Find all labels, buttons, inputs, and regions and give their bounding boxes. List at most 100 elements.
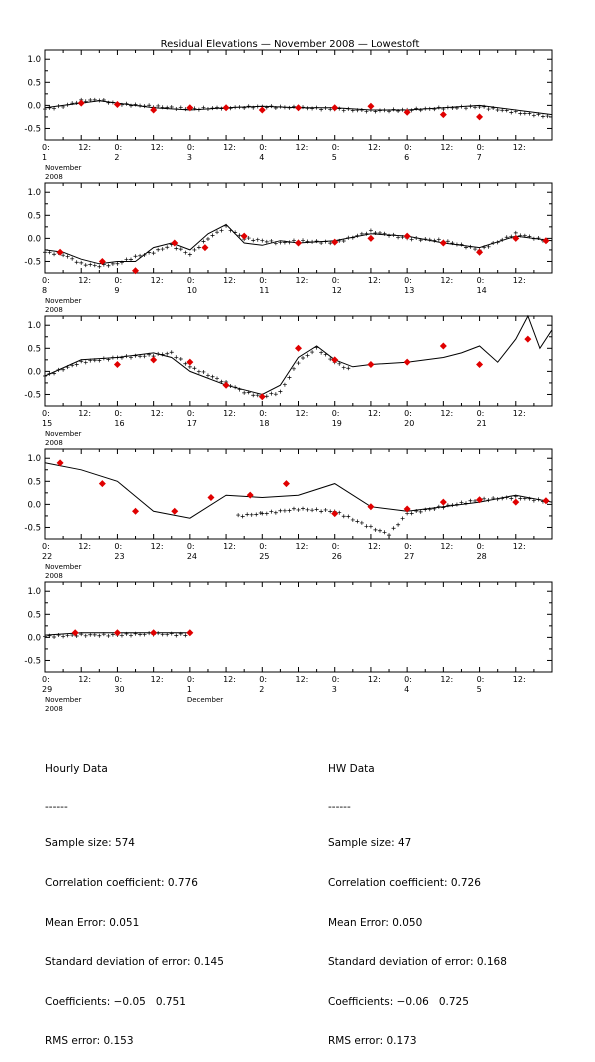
panel-1-observed-point (509, 110, 514, 115)
panel-1-observed-point (454, 106, 459, 111)
panel-1-frame (44, 49, 553, 141)
panel-2-y-tick-label: 1.0 (27, 188, 41, 198)
panel-2-hour-label: 12: (296, 276, 309, 285)
panel-4-observed-point (305, 507, 310, 512)
hw-stats: HW Data ------ Sample size: 47 Correlati… (328, 737, 507, 1062)
panel-3-observed-point (183, 361, 188, 366)
panel-5-hw-marker (71, 629, 79, 637)
panel-3-observed-point (205, 373, 210, 378)
panel-4-hour-label: 0: (332, 542, 340, 551)
panel-1-observed-point (382, 108, 387, 113)
panel-2-observed-point (61, 253, 66, 258)
panel-1-observed-point (341, 108, 346, 113)
panel-5-observed-point (174, 633, 179, 638)
panel-5-hour-label: 0: (404, 675, 412, 684)
panel-4-observed-point (486, 498, 491, 503)
panel-4-observed-point (296, 507, 301, 512)
panel-2-observed-point (396, 235, 401, 240)
panel-5-observed-point (88, 632, 93, 637)
panel-3-observed-point (142, 354, 147, 359)
panel-4-observed-point (382, 530, 387, 535)
panel-4-observed-point (314, 507, 319, 512)
panel-2-observed-point (255, 237, 260, 242)
panel-1-observed-point (215, 105, 220, 110)
panel-3-hour-label: 12: (151, 409, 164, 418)
panel-5-hour-label: 0: (114, 675, 122, 684)
panel-3-observed-point (97, 358, 102, 363)
panel-3-observed-point (106, 357, 111, 362)
panel-2-day-label: 9 (114, 286, 119, 295)
panel-5-month-label: November (45, 696, 82, 704)
panel-2-observed-point (504, 235, 509, 240)
panel-4-observed-point (249, 512, 254, 517)
panel-2-observed-point (382, 231, 387, 236)
panel-1-hour-label: 0: (42, 143, 50, 152)
panel-2-hour-label: 12: (513, 276, 526, 285)
panel-4-observed-point (328, 509, 333, 514)
panel-1-observed-point (463, 106, 468, 111)
panel-3-observed-point (61, 367, 66, 372)
panel-2-observed-point (273, 241, 278, 246)
panel-1-hw-marker (186, 104, 194, 112)
panel-1-observed-point (319, 107, 324, 112)
panel-4-observed-point (319, 509, 324, 514)
panel-1-observed-point (61, 104, 66, 109)
panel-4-observed-point (500, 496, 505, 501)
panel-4-observed-point (531, 498, 536, 503)
panel-1-observed-point (310, 106, 315, 111)
panel-3-observed-point (119, 355, 124, 360)
panel-1-observed-point (52, 106, 57, 111)
panel-2-observed-point (83, 263, 88, 268)
panel-1-hw-marker (113, 100, 121, 108)
panel-4-y-tick-label: 1.0 (27, 454, 41, 464)
panel-2-observed-point (500, 237, 505, 242)
panel-3-hw-marker (476, 360, 484, 368)
panel-1-observed-point (246, 104, 251, 109)
panel-1-hour-label: 0: (259, 143, 267, 152)
panel-1-observed-point (183, 107, 188, 112)
panel-2-year-label: 2008 (45, 306, 63, 314)
panel-3-observed-point (215, 376, 220, 381)
panel-5-observed-point (183, 633, 188, 638)
panel-5-observed-point (92, 632, 97, 637)
panel-1-hw-marker (295, 104, 302, 112)
panel-4-day-label: 22 (42, 552, 52, 561)
panel-5-observed-point (142, 632, 147, 637)
panel-1-observed-point (423, 106, 428, 111)
panel-3-observed-point (174, 355, 179, 360)
panel-2-observed-point (310, 239, 315, 244)
panel-3-observed-point (52, 371, 57, 376)
panel-5-observed-point (65, 633, 70, 638)
panel-1-observed-point (92, 97, 97, 102)
panel-1-observed-point (269, 104, 274, 109)
panel-2-hour-label: 0: (42, 276, 50, 285)
panel-4-hw-marker (246, 491, 254, 499)
panel-3-observed-point (237, 387, 242, 392)
panel-2-observed-point (423, 237, 428, 242)
panel-4-observed-point (264, 511, 269, 516)
panel-5-observed-point (79, 632, 84, 637)
panel-3-observed-point (233, 385, 238, 390)
panel-5-y-tick-label: 1.0 (27, 587, 41, 597)
panel-2-observed-point (264, 239, 269, 244)
panel-5-hour-label: 12: (440, 675, 453, 684)
panel-2-hour-label: 12: (440, 276, 453, 285)
panel-2-observed-point (409, 237, 414, 242)
panel-2-observed-point (183, 250, 188, 255)
panel-2-observed-point (106, 263, 111, 268)
panel-3-hw-marker (222, 381, 230, 389)
panel-3-observed-point (219, 379, 224, 384)
panel-1-observed-point (387, 109, 392, 114)
panel-1-observed-point (138, 103, 143, 108)
hourly-heading: Hourly Data (45, 763, 108, 776)
panel-5-extra-month-label: December (187, 696, 223, 704)
panel-4-day-label: 27 (404, 552, 414, 561)
panel-3-observed-point (201, 369, 206, 374)
panel-4-hour-label: 12: (78, 542, 91, 551)
panel-1-observed-point (396, 108, 401, 113)
panel-4-observed-point (373, 527, 378, 532)
panel-1-observed-point (291, 104, 296, 109)
panel-1-observed-point (323, 105, 328, 110)
panel-2-hw-marker (240, 232, 248, 240)
panel-1-observed-point (219, 106, 224, 111)
